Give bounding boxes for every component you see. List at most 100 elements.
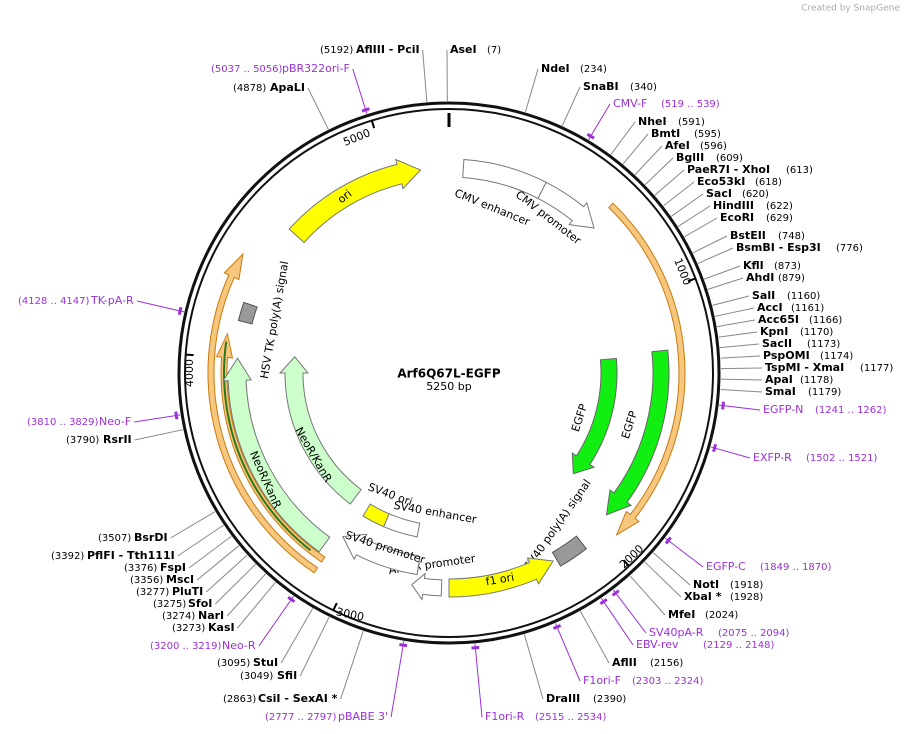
site-name: ApaLI	[270, 81, 305, 94]
ruler-tick	[185, 353, 194, 357]
ruler-label: 1000	[671, 256, 694, 287]
site-leader	[188, 535, 232, 569]
site-name: MscI	[166, 573, 194, 586]
site-name: SalI	[752, 289, 775, 302]
site-name: SacII	[762, 337, 792, 350]
site-name: AfeI	[665, 139, 690, 152]
primer-name: F1ori-F	[583, 674, 621, 687]
site-name: BmtI	[651, 127, 680, 140]
site-position: (3273)	[172, 623, 205, 634]
site-position: (1161)	[791, 303, 824, 314]
site-leader	[629, 575, 666, 616]
site-leader	[237, 582, 276, 629]
site-leader	[134, 429, 184, 441]
site-leader	[610, 121, 636, 155]
backbone-outer	[177, 101, 721, 645]
site-position: (340)	[630, 82, 657, 93]
site-name: SfiI	[277, 669, 297, 682]
site-name: TspMI - XmaI	[765, 361, 844, 374]
primer-name: TK-pA-R	[90, 294, 134, 307]
backbone-inner	[184, 108, 714, 638]
site-name: BsrDI	[134, 531, 168, 544]
site-position: (234)	[580, 64, 607, 75]
site-name: HindIII	[713, 199, 754, 212]
feature	[605, 349, 670, 516]
site-position: (3274)	[162, 611, 195, 622]
site-name: SnaBI	[583, 80, 619, 93]
site-leader	[226, 573, 266, 617]
primer-leader	[352, 68, 368, 114]
site-leader	[720, 367, 763, 370]
primer-position: (2075 .. 2094)	[718, 628, 790, 639]
feature	[342, 533, 421, 576]
site-position: (2156)	[650, 658, 683, 669]
site-position: (3790)	[66, 435, 99, 446]
site-position: (629)	[766, 213, 793, 224]
primer-position: (4128 .. 4147)	[18, 296, 90, 307]
site-leader	[677, 205, 711, 227]
feature-arc	[207, 252, 319, 574]
site-position: (748)	[778, 231, 805, 242]
feature	[571, 357, 618, 475]
ruler-label: 4000	[183, 359, 196, 387]
site-name: MfeI	[668, 608, 695, 621]
site-position: (873)	[774, 261, 801, 272]
site-name: NdeI	[541, 62, 570, 75]
site-name: PflFI - Tth111I	[87, 549, 175, 562]
site-name: StuI	[253, 656, 278, 669]
primer-leader	[474, 643, 483, 718]
ruler-tick	[370, 120, 376, 129]
site-name: AseI	[450, 43, 477, 56]
site-position: (1173)	[807, 339, 840, 350]
primer-name: EGFP-C	[706, 560, 746, 573]
site-leader	[299, 616, 330, 677]
primer-leader	[588, 103, 611, 140]
primer-mark	[399, 643, 408, 648]
site-name: RsrII	[103, 433, 132, 446]
primer-leader	[612, 589, 647, 634]
feature	[362, 503, 390, 528]
site-position: (776)	[836, 243, 863, 254]
primer-position: (5037 .. 5056)	[211, 64, 283, 75]
primer-position: (3200 .. 3219)	[150, 641, 222, 652]
site-leader	[307, 87, 329, 130]
primer-leader	[664, 537, 704, 568]
site-leader	[422, 49, 428, 102]
ruler-label: 2000	[617, 542, 646, 571]
site-leader	[718, 331, 758, 338]
site-name: XbaI *	[684, 590, 722, 603]
site-position: (879)	[778, 273, 805, 284]
site-leader	[714, 307, 755, 317]
site-name: SacI	[706, 187, 732, 200]
site-name: Acc65I	[758, 313, 799, 326]
site-leader	[196, 545, 240, 581]
site-name: ApaI	[765, 373, 793, 386]
feature	[278, 356, 362, 505]
primer-leader	[600, 598, 634, 646]
site-position: (591)	[678, 117, 705, 128]
primer-mark	[712, 443, 718, 453]
site-position: (2863)	[223, 694, 256, 705]
site-leader	[205, 554, 248, 593]
site-name: SmaI	[765, 385, 796, 398]
site-leader	[340, 630, 364, 700]
primer-name: Neo-R	[222, 639, 256, 652]
primer-mark	[611, 589, 620, 597]
primer-leader	[390, 641, 405, 718]
primer-position: (2129 .. 2148)	[703, 640, 775, 651]
ruler-tick	[622, 559, 630, 567]
site-leader	[663, 181, 695, 207]
site-position: (1179)	[808, 387, 841, 398]
feature-label: EGFP	[569, 402, 590, 433]
site-position: (3392)	[51, 551, 84, 562]
primer-name: EBV-rev	[636, 638, 679, 651]
site-position: (1918)	[730, 580, 763, 591]
site-leader	[524, 68, 539, 113]
primer-position: (1849 .. 1870)	[760, 562, 832, 573]
site-leader	[654, 169, 685, 196]
site-leader	[280, 608, 314, 664]
site-position: (2390)	[593, 694, 626, 705]
site-position: (2024)	[705, 610, 738, 621]
site-leader	[561, 86, 581, 126]
primer-name: EXFP-R	[753, 451, 792, 464]
